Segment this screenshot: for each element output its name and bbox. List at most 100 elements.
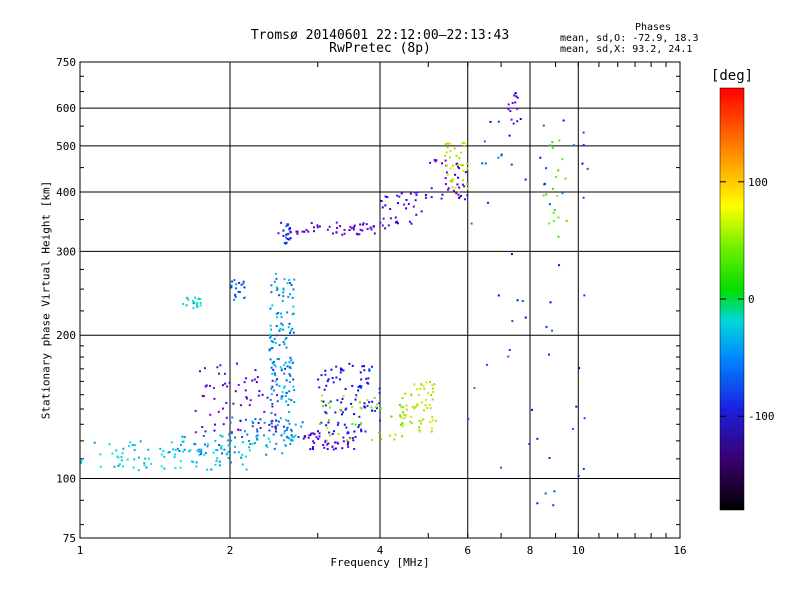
data-point [379,407,382,410]
data-point [239,420,242,423]
data-point [431,419,434,422]
data-point [378,391,381,394]
data-point [134,444,137,447]
data-point [346,443,349,446]
data-point [457,193,460,196]
data-point [424,398,427,401]
data-point [324,369,327,372]
data-point [400,416,403,419]
data-point [220,447,223,450]
data-point [283,278,286,281]
data-point [227,457,230,460]
data-point [405,408,408,411]
data-point [203,367,206,370]
data-point [341,233,344,236]
data-point [228,433,231,436]
data-point [252,421,255,424]
data-point [289,231,292,234]
data-point [552,504,555,507]
data-point [221,452,224,455]
data-point [312,230,315,233]
data-point [263,434,266,437]
data-point [336,226,339,229]
data-point [404,392,407,395]
data-point [349,225,352,228]
data-point [286,282,289,285]
data-point [189,449,192,452]
data-point [514,92,517,95]
data-point [428,403,431,406]
data-point [286,237,289,240]
colorbar-label: [deg] [710,68,754,84]
data-point [507,103,510,106]
data-point [244,389,247,392]
data-point [508,348,511,351]
data-point [234,436,237,439]
data-point [426,392,429,395]
data-point [466,187,469,190]
data-point [366,399,369,402]
data-point [285,346,288,349]
data-point [447,187,450,190]
data-point [285,419,288,422]
data-point [507,108,510,111]
data-point [276,378,279,381]
data-point [195,303,198,306]
data-point [557,169,560,172]
data-point [327,378,330,381]
data-point [248,449,251,452]
data-point [309,433,312,436]
data-point [121,465,124,468]
data-point [366,227,369,230]
data-point [287,326,290,329]
data-point [374,406,377,409]
data-point [285,241,288,244]
data-point [430,196,433,199]
data-point [318,386,321,389]
data-point [562,119,565,122]
data-point [274,430,277,433]
data-point [218,372,221,375]
data-point [237,428,240,431]
data-point [405,198,408,201]
data-point [447,142,450,145]
y-tick-label: 750 [56,56,76,69]
data-point [335,365,338,368]
data-point [557,216,560,219]
data-point [196,305,199,308]
data-point [281,299,284,302]
data-point [269,324,272,327]
data-point [277,311,280,314]
data-point [209,413,212,416]
data-point [372,225,375,228]
data-point [410,222,413,225]
data-point [311,448,314,451]
data-point [282,328,285,331]
data-point [359,406,362,409]
data-point [410,415,413,418]
data-point [404,414,407,417]
data-point [223,372,226,375]
phase-o-line: mean, sd,O: -72.9, 18.3 [560,33,699,44]
data-point [221,384,224,387]
data-point [354,435,357,438]
data-point [234,390,237,393]
data-point [269,358,272,361]
data-point [204,452,207,455]
data-point [289,443,292,446]
data-point [321,394,324,397]
data-point [275,312,278,315]
data-point [339,367,342,370]
data-point [514,101,517,104]
data-point [273,337,276,340]
data-point [275,277,278,280]
data-point [463,145,466,148]
data-point [360,407,363,410]
data-point [448,156,451,159]
data-point [206,443,209,446]
data-point [137,469,140,472]
data-point [351,364,354,367]
data-point [423,387,426,390]
data-point [551,141,554,144]
data-point [339,408,342,411]
